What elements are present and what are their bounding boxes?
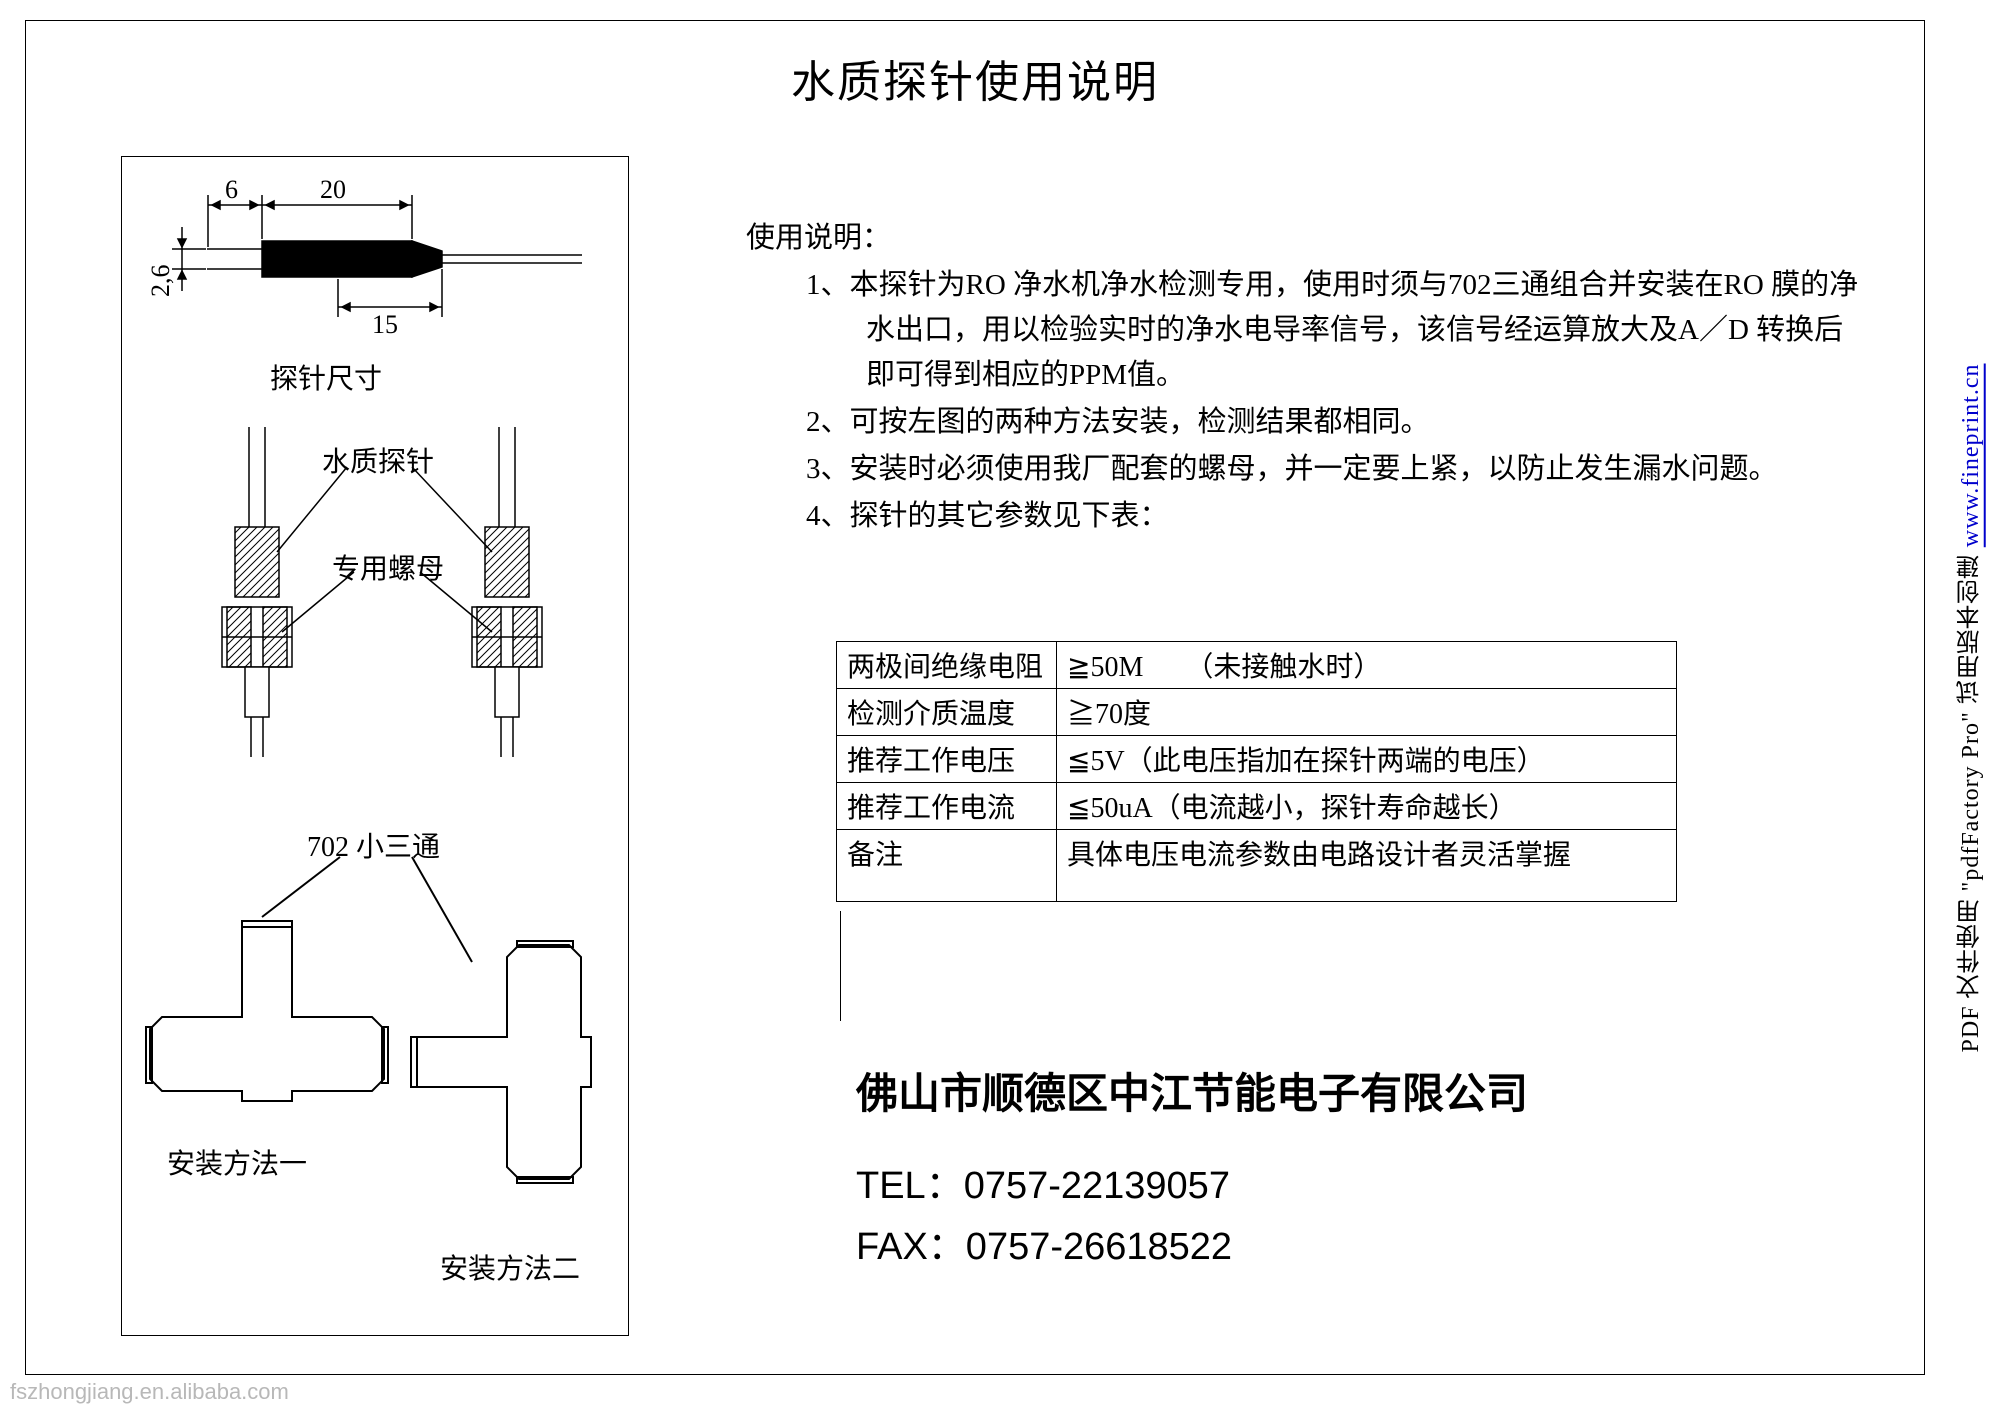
watermark: fszhongjiang.en.alibaba.com bbox=[10, 1379, 289, 1405]
cell: 具体电压电流参数由电路设计者灵活掌握 bbox=[1057, 830, 1677, 902]
instruction-item: 4、探针的其它参数见下表： bbox=[806, 494, 1866, 539]
side-link[interactable]: www.fineprint.cn bbox=[1958, 363, 1984, 547]
instruction-item: 1、本探针为RO 净水机净水检测专用，使用时须与702三通组合并安装在RO 膜的… bbox=[806, 263, 1866, 398]
table-row: 备注 具体电压电流参数由电路设计者灵活掌握 bbox=[837, 830, 1677, 902]
method1-label: 安装方法一 bbox=[167, 1142, 307, 1182]
nut-label: 专用螺母 bbox=[332, 547, 444, 587]
table-row: 检测介质温度 ≧70度 bbox=[837, 689, 1677, 736]
cell: ≦50uA（电流越小，探针寿命越长） bbox=[1057, 783, 1677, 830]
contact-block: TEL：0757-22139057 FAX：0757-26618522 bbox=[856, 1156, 1232, 1278]
tee-label: 702 小三通 bbox=[307, 825, 440, 865]
instruction-item: 3、安装时必须使用我厂配套的螺母，并一定要上紧，以防止发生漏水问题。 bbox=[806, 447, 1866, 492]
cell: 推荐工作电压 bbox=[837, 736, 1057, 783]
side-prefix: PDF 文件使用 "pdfFactory Pro" 试用版本创建 bbox=[1958, 547, 1984, 1052]
spec-table: 两极间绝缘电阻 ≧50M （未接触水时） 检测介质温度 ≧70度 推荐工作电压 … bbox=[836, 641, 1677, 902]
fax: FAX：0757-26618522 bbox=[856, 1217, 1232, 1278]
dim-6: 6 bbox=[225, 175, 238, 205]
instructions-list: 1、本探针为RO 净水机净水检测专用，使用时须与702三通组合并安装在RO 膜的… bbox=[746, 263, 1866, 539]
probe-size-label: 探针尺寸 bbox=[270, 357, 382, 397]
dim-20: 20 bbox=[320, 175, 346, 205]
table-tick bbox=[840, 911, 841, 1021]
instructions-block: 使用说明： 1、本探针为RO 净水机净水检测专用，使用时须与702三通组合并安装… bbox=[746, 216, 1866, 541]
table-row: 推荐工作电压 ≦5V（此电压指加在探针两端的电压） bbox=[837, 736, 1677, 783]
cell: 检测介质温度 bbox=[837, 689, 1057, 736]
company-name: 佛山市顺德区中江节能电子有限公司 bbox=[856, 1056, 1528, 1132]
cell: ≧70度 bbox=[1057, 689, 1677, 736]
cell: 推荐工作电流 bbox=[837, 783, 1057, 830]
tel: TEL：0757-22139057 bbox=[856, 1156, 1232, 1217]
dim-15: 15 bbox=[372, 310, 398, 340]
cell: 备注 bbox=[837, 830, 1057, 902]
cell: ≧50M （未接触水时） bbox=[1057, 642, 1677, 689]
page-frame: 水质探针使用说明 bbox=[25, 20, 1925, 1375]
cell: ≦5V（此电压指加在探针两端的电压） bbox=[1057, 736, 1677, 783]
dim-26: 2,6 bbox=[146, 265, 176, 298]
instructions-heading: 使用说明： bbox=[746, 216, 1866, 261]
table-row: 两极间绝缘电阻 ≧50M （未接触水时） bbox=[837, 642, 1677, 689]
table-row: 推荐工作电流 ≦50uA（电流越小，探针寿命越长） bbox=[837, 783, 1677, 830]
instruction-item: 2、可按左图的两种方法安装，检测结果都相同。 bbox=[806, 400, 1866, 445]
diagram-panel: 6 20 15 2,6 探针尺寸 水质探针 专用螺母 702 小三通 安装方法一… bbox=[121, 156, 629, 1336]
pdf-side-label: PDF 文件使用 "pdfFactory Pro" 试用版本创建 www.fin… bbox=[1953, 363, 1988, 1052]
cell: 两极间绝缘电阻 bbox=[837, 642, 1057, 689]
probe-label: 水质探针 bbox=[322, 440, 434, 480]
method2-label: 安装方法二 bbox=[440, 1247, 580, 1287]
page-title: 水质探针使用说明 bbox=[26, 46, 1924, 110]
